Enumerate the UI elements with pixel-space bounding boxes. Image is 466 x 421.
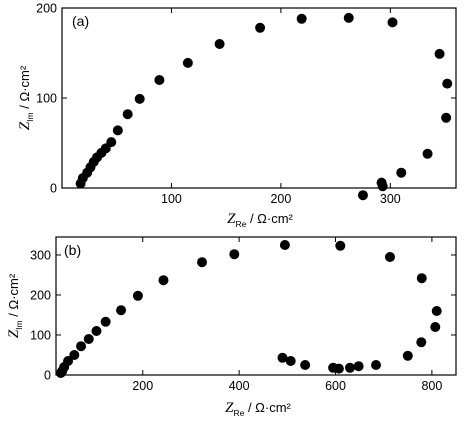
data-point-b [63, 356, 74, 366]
data-point-b [300, 360, 311, 370]
data-point-b [416, 337, 427, 348]
x-tick-label-a: 300 [380, 192, 401, 206]
x-axis-title-b: ZRe / Ω·cm² [225, 400, 291, 418]
y-tick-label-b: 100 [30, 329, 51, 343]
data-point-a [396, 167, 407, 178]
panel-a: (a) 100 200 300 0 100 200 ZRe / Ω·cm² ZIm / … [17, 2, 457, 229]
x-tick-label-b: 600 [325, 379, 346, 393]
x-axis-a: 100 200 300 [161, 8, 401, 206]
data-point-b [116, 305, 127, 316]
data-point-b [229, 249, 240, 260]
panel-label-b: (b) [64, 242, 81, 258]
y-tick-label-a: 100 [36, 92, 57, 106]
data-series-a [75, 12, 453, 201]
data-series-b [55, 240, 442, 378]
data-point-a [255, 22, 266, 33]
data-point-a [357, 190, 368, 201]
data-point-a [112, 125, 123, 136]
y-tick-label-b: 300 [30, 249, 51, 263]
data-point-b [430, 322, 441, 332]
plot-frame-b [55, 236, 457, 376]
data-point-a [182, 57, 193, 68]
data-point-b [158, 275, 169, 286]
data-point-a [441, 112, 452, 123]
data-point-b [69, 350, 80, 360]
data-point-b [83, 334, 94, 344]
data-point-b [344, 362, 355, 373]
y-axis-title-a: ZIm / Ω·cm² [17, 65, 35, 130]
data-point-b [197, 257, 208, 268]
data-point-b [132, 290, 143, 301]
data-point-b [76, 341, 87, 352]
x-axis-title-a: ZRe / Ω·cm² [227, 211, 293, 229]
x-tick-label-a: 200 [270, 192, 291, 206]
data-point-b [431, 306, 442, 316]
data-point-b [353, 361, 364, 372]
x-tick-label-b: 800 [421, 379, 442, 393]
data-point-b [416, 273, 427, 284]
data-point-b [279, 240, 290, 250]
y-tick-label-a: 200 [36, 2, 57, 16]
data-point-b [328, 362, 339, 373]
data-point-a [122, 109, 133, 120]
x-tick-label-b: 200 [132, 379, 153, 393]
data-point-a [377, 181, 388, 192]
data-point-b [371, 360, 381, 370]
y-axis-a: 0 100 200 [36, 2, 456, 196]
x-axis-b: 200 400 600 800 [132, 237, 442, 393]
data-point-a [434, 48, 445, 59]
data-point-a [387, 17, 398, 28]
data-point-a [214, 39, 225, 49]
data-point-b [285, 356, 296, 366]
data-point-b [91, 326, 102, 336]
data-point-a [343, 12, 354, 23]
y-tick-label-a: 0 [50, 182, 57, 196]
data-point-a [442, 78, 453, 89]
data-point-b [335, 240, 346, 251]
data-point-a [154, 75, 165, 85]
data-point-b [100, 316, 111, 327]
y-axis-title-b: ZIm / Ω·cm² [6, 273, 24, 338]
plot-frame-a [61, 7, 457, 189]
data-point-a [134, 93, 145, 104]
data-point-a [296, 13, 307, 24]
y-tick-label-b: 200 [30, 289, 51, 303]
x-tick-label-b: 400 [229, 379, 250, 393]
data-point-a [106, 137, 117, 148]
data-point-b [384, 252, 395, 262]
data-point-a [422, 148, 433, 159]
y-axis-b: 0 100 200 300 [30, 249, 456, 383]
x-tick-label-a: 100 [161, 192, 182, 206]
data-point-b [277, 352, 288, 363]
panel-label-a: (a) [72, 13, 89, 29]
data-point-b [402, 350, 413, 361]
y-tick-label-b: 0 [44, 369, 51, 383]
